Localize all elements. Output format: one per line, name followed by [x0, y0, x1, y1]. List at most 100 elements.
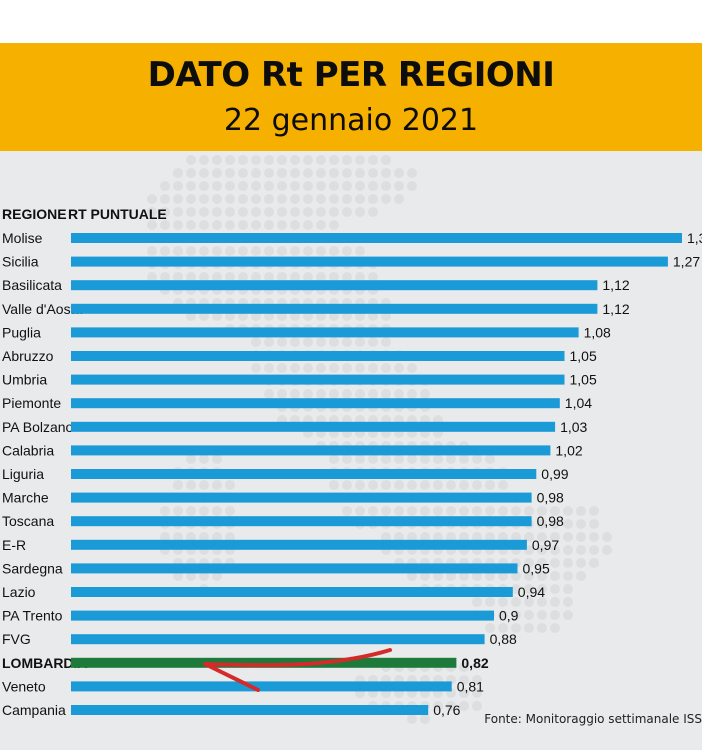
bar	[71, 256, 668, 267]
map-dot	[498, 623, 508, 633]
map-dot	[407, 480, 417, 490]
map-dot	[303, 363, 313, 373]
map-dot	[576, 545, 586, 555]
value-label: 1,03	[560, 419, 587, 435]
map-dot	[420, 480, 430, 490]
map-dot	[381, 181, 391, 191]
column-header-rt-puntuale: RT PUNTUALE	[68, 206, 167, 222]
map-dot	[316, 168, 326, 178]
map-dot	[524, 597, 534, 607]
map-dot	[303, 194, 313, 204]
map-dot	[563, 519, 573, 529]
map-dot	[212, 506, 222, 516]
map-dot	[381, 480, 391, 490]
map-dot	[173, 571, 183, 581]
bar	[71, 327, 579, 338]
map-dot	[186, 194, 196, 204]
map-dot	[459, 688, 469, 698]
map-dot	[485, 454, 495, 464]
bar	[71, 398, 560, 409]
map-dot	[251, 246, 261, 256]
map-dot	[238, 155, 248, 165]
region-label: FVG	[2, 631, 31, 647]
map-dot	[212, 272, 222, 282]
value-label: 1,04	[565, 395, 592, 411]
map-dot	[212, 207, 222, 217]
map-dot	[264, 168, 274, 178]
bar	[71, 421, 556, 432]
map-dot	[342, 181, 352, 191]
map-dot	[459, 675, 469, 685]
map-dot	[342, 363, 352, 373]
map-dot	[602, 545, 612, 555]
map-dot	[511, 623, 521, 633]
map-dot	[290, 337, 300, 347]
map-dot	[433, 506, 443, 516]
value-label: 0,82	[461, 655, 488, 671]
value-label: 1,05	[570, 348, 597, 364]
map-dot	[225, 194, 235, 204]
map-dot	[472, 480, 482, 490]
map-dot	[550, 532, 560, 542]
map-dot	[537, 545, 547, 555]
map-dot	[472, 532, 482, 542]
map-dot	[173, 220, 183, 230]
value-label: 0,81	[457, 678, 484, 694]
map-dot	[290, 168, 300, 178]
value-label: 0,76	[433, 702, 460, 718]
map-dot	[537, 532, 547, 542]
map-dot	[576, 532, 586, 542]
map-dot	[329, 207, 339, 217]
map-dot	[160, 246, 170, 256]
map-dot	[537, 623, 547, 633]
map-dot	[394, 363, 404, 373]
map-dot	[420, 506, 430, 516]
map-dot	[394, 506, 404, 516]
map-dot	[251, 168, 261, 178]
map-dot	[225, 207, 235, 217]
map-dot	[420, 532, 430, 542]
map-dot	[264, 220, 274, 230]
bar	[71, 657, 457, 668]
map-dot	[524, 558, 534, 568]
region-label: LOMBARDIA	[2, 655, 88, 671]
map-dot	[316, 389, 326, 399]
map-dot	[147, 220, 157, 230]
map-dot	[329, 194, 339, 204]
map-dot	[238, 168, 248, 178]
map-dot	[238, 246, 248, 256]
region-label: Sardegna	[2, 560, 63, 576]
map-dot	[277, 181, 287, 191]
map-dot	[459, 662, 469, 672]
region-label: Lazio	[2, 584, 36, 600]
map-dot	[264, 181, 274, 191]
map-dot	[537, 519, 547, 529]
map-dot	[550, 597, 560, 607]
map-dot	[160, 532, 170, 542]
map-dot	[368, 207, 378, 217]
map-dot	[342, 168, 352, 178]
map-dot	[186, 506, 196, 516]
map-dot	[277, 220, 287, 230]
map-dot	[420, 454, 430, 464]
map-dot	[485, 623, 495, 633]
map-dot	[316, 181, 326, 191]
map-dot	[173, 506, 183, 516]
map-dot	[537, 610, 547, 620]
map-dot	[329, 181, 339, 191]
map-dot	[342, 272, 352, 282]
map-dot	[407, 714, 417, 724]
value-label: 1,05	[570, 372, 597, 388]
map-dot	[355, 194, 365, 204]
map-dot	[342, 454, 352, 464]
map-dot	[381, 363, 391, 373]
map-dot	[381, 155, 391, 165]
map-dot	[511, 571, 521, 581]
map-dot	[225, 181, 235, 191]
map-dot	[238, 220, 248, 230]
value-label: 0,97	[532, 537, 559, 553]
red-arrow-annotation	[203, 648, 392, 692]
map-dot	[212, 454, 222, 464]
map-dot	[563, 597, 573, 607]
